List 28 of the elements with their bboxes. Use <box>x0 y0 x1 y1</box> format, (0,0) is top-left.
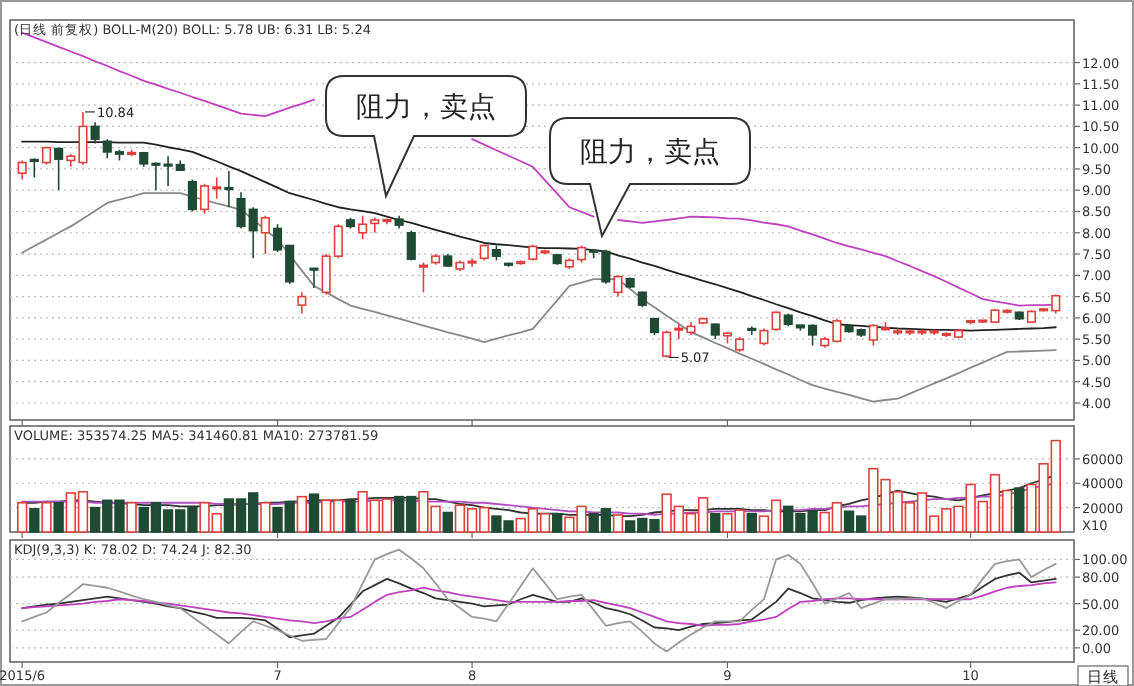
bar <box>345 499 356 533</box>
bar <box>1014 487 1025 533</box>
candlestick <box>17 159 27 181</box>
candlestick <box>747 325 757 336</box>
bar <box>612 514 624 533</box>
bar <box>296 495 308 533</box>
candlestick <box>613 275 623 298</box>
candlestick <box>224 170 234 209</box>
line-series <box>21 192 1057 403</box>
bar <box>16 501 28 533</box>
bar <box>308 493 320 533</box>
bar <box>126 501 137 533</box>
annotation: 阻力，卖点 <box>356 92 496 124</box>
line-series <box>21 581 1057 627</box>
annotation: 阻力，卖点 <box>580 137 720 169</box>
bar <box>41 501 52 533</box>
bar <box>260 501 271 533</box>
bar <box>442 511 453 533</box>
line-series <box>21 482 1057 516</box>
bar <box>552 512 563 533</box>
line-series <box>21 473 1057 518</box>
candlestick <box>297 291 307 315</box>
bar <box>29 508 40 533</box>
bar <box>53 501 64 533</box>
bar <box>746 512 757 533</box>
line-series <box>21 571 1057 639</box>
candlestick <box>771 311 781 331</box>
bar <box>710 512 721 533</box>
